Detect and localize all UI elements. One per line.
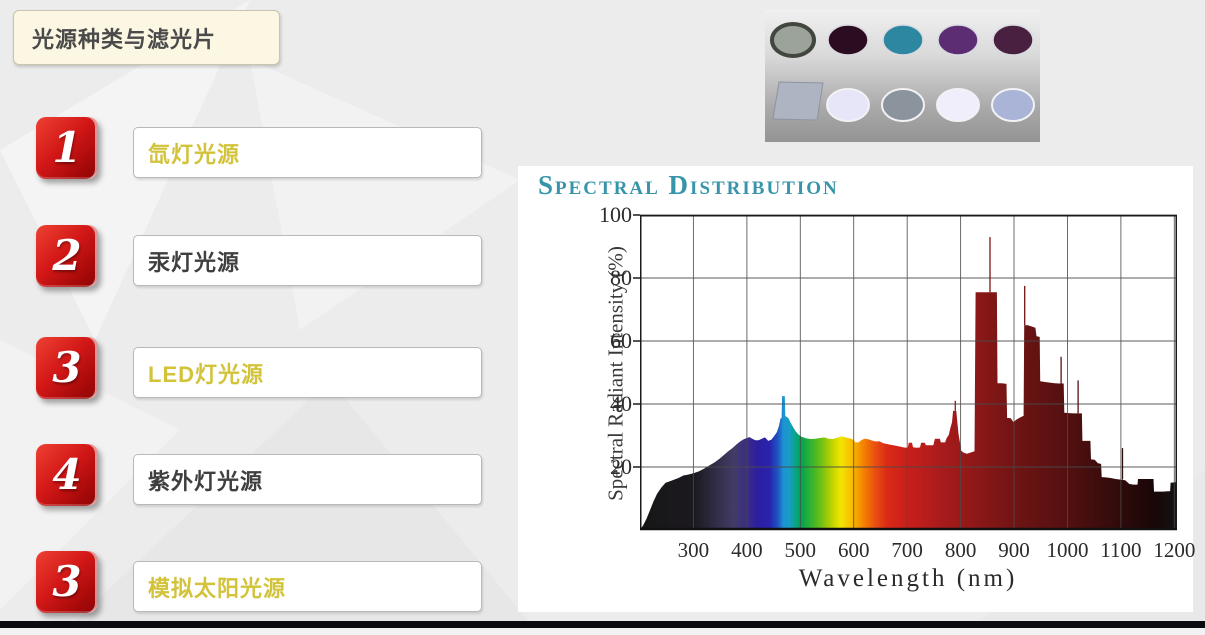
filter-disc bbox=[991, 88, 1035, 122]
y-tick-label: 80 bbox=[610, 265, 632, 290]
spectral-chart bbox=[633, 214, 1177, 531]
chart-y-axis-label: Spectral Radiant Intensity (%) bbox=[603, 246, 628, 501]
light-source-item: LED灯光源 bbox=[133, 347, 482, 398]
grid-lines bbox=[640, 214, 1177, 530]
optical-filters-photo bbox=[765, 10, 1040, 142]
x-tick-label: 400 bbox=[731, 538, 763, 562]
light-source-item: 汞灯光源 bbox=[133, 235, 482, 286]
y-tick-label: 100 bbox=[599, 202, 632, 227]
filter-disc bbox=[827, 24, 869, 56]
spectral-chart-panel: Spectral Distribution Spectral Radiant I… bbox=[518, 166, 1195, 612]
y-tick-label: 40 bbox=[610, 391, 632, 416]
filter-disc bbox=[937, 24, 979, 56]
light-source-item: 模拟太阳光源 bbox=[133, 561, 482, 612]
light-source-item: 氙灯光源 bbox=[133, 127, 482, 178]
light-source-label: 模拟太阳光源 bbox=[148, 575, 287, 601]
emission-line-spikes bbox=[954, 237, 1124, 480]
light-source-label: 汞灯光源 bbox=[148, 249, 241, 275]
filter-disc bbox=[826, 88, 870, 122]
item-number-badge: 3 bbox=[36, 337, 98, 399]
x-tick-label: 600 bbox=[837, 538, 870, 562]
item-number-badge: 2 bbox=[36, 225, 98, 287]
x-tick-label: 900 bbox=[998, 538, 1030, 562]
item-number: 1 bbox=[52, 123, 82, 172]
item-number: 3 bbox=[52, 557, 82, 606]
item-number-badge: 1 bbox=[36, 117, 98, 179]
chart-title: Spectral Distribution bbox=[538, 170, 839, 200]
spectrum-area bbox=[640, 292, 1177, 530]
filters-image bbox=[770, 22, 1035, 122]
filter-disc bbox=[936, 88, 980, 122]
filter-disc bbox=[992, 24, 1034, 56]
y-tick-label: 60 bbox=[610, 328, 632, 353]
light-source-item: 紫外灯光源 bbox=[133, 454, 482, 505]
filter-square bbox=[772, 81, 824, 121]
item-number: 2 bbox=[52, 231, 82, 280]
slide-title: 光源种类与滤光片 bbox=[32, 26, 217, 52]
x-tick-label: 300 bbox=[677, 538, 710, 562]
y-tick-marks bbox=[633, 214, 640, 468]
light-source-label: LED灯光源 bbox=[148, 361, 265, 387]
chart-x-axis-label: Wavelength (nm) bbox=[798, 565, 1018, 592]
light-source-label: 紫外灯光源 bbox=[148, 468, 264, 494]
x-tick-label: 800 bbox=[944, 538, 977, 562]
x-tick-label: 1200 bbox=[1153, 538, 1196, 562]
item-number-badge: 4 bbox=[36, 444, 98, 506]
x-tick-label: 700 bbox=[891, 538, 923, 562]
x-tick-label: 500 bbox=[784, 538, 817, 562]
light-source-label: 氙灯光源 bbox=[148, 141, 241, 167]
item-number-badge: 3 bbox=[36, 551, 98, 613]
filter-disc bbox=[881, 88, 925, 122]
filter-disc bbox=[882, 24, 924, 56]
x-tick-label: 1100 bbox=[1100, 538, 1142, 562]
slide-bottom-bar bbox=[0, 621, 1205, 628]
y-tick-label: 20 bbox=[610, 454, 632, 479]
item-number: 3 bbox=[52, 343, 82, 392]
item-number: 4 bbox=[52, 450, 82, 499]
x-tick-label: 1000 bbox=[1046, 538, 1089, 562]
slide-footer-strip bbox=[0, 628, 1205, 635]
slide-title-box: 光源种类与滤光片 bbox=[13, 10, 280, 65]
filter-disc bbox=[770, 22, 816, 58]
